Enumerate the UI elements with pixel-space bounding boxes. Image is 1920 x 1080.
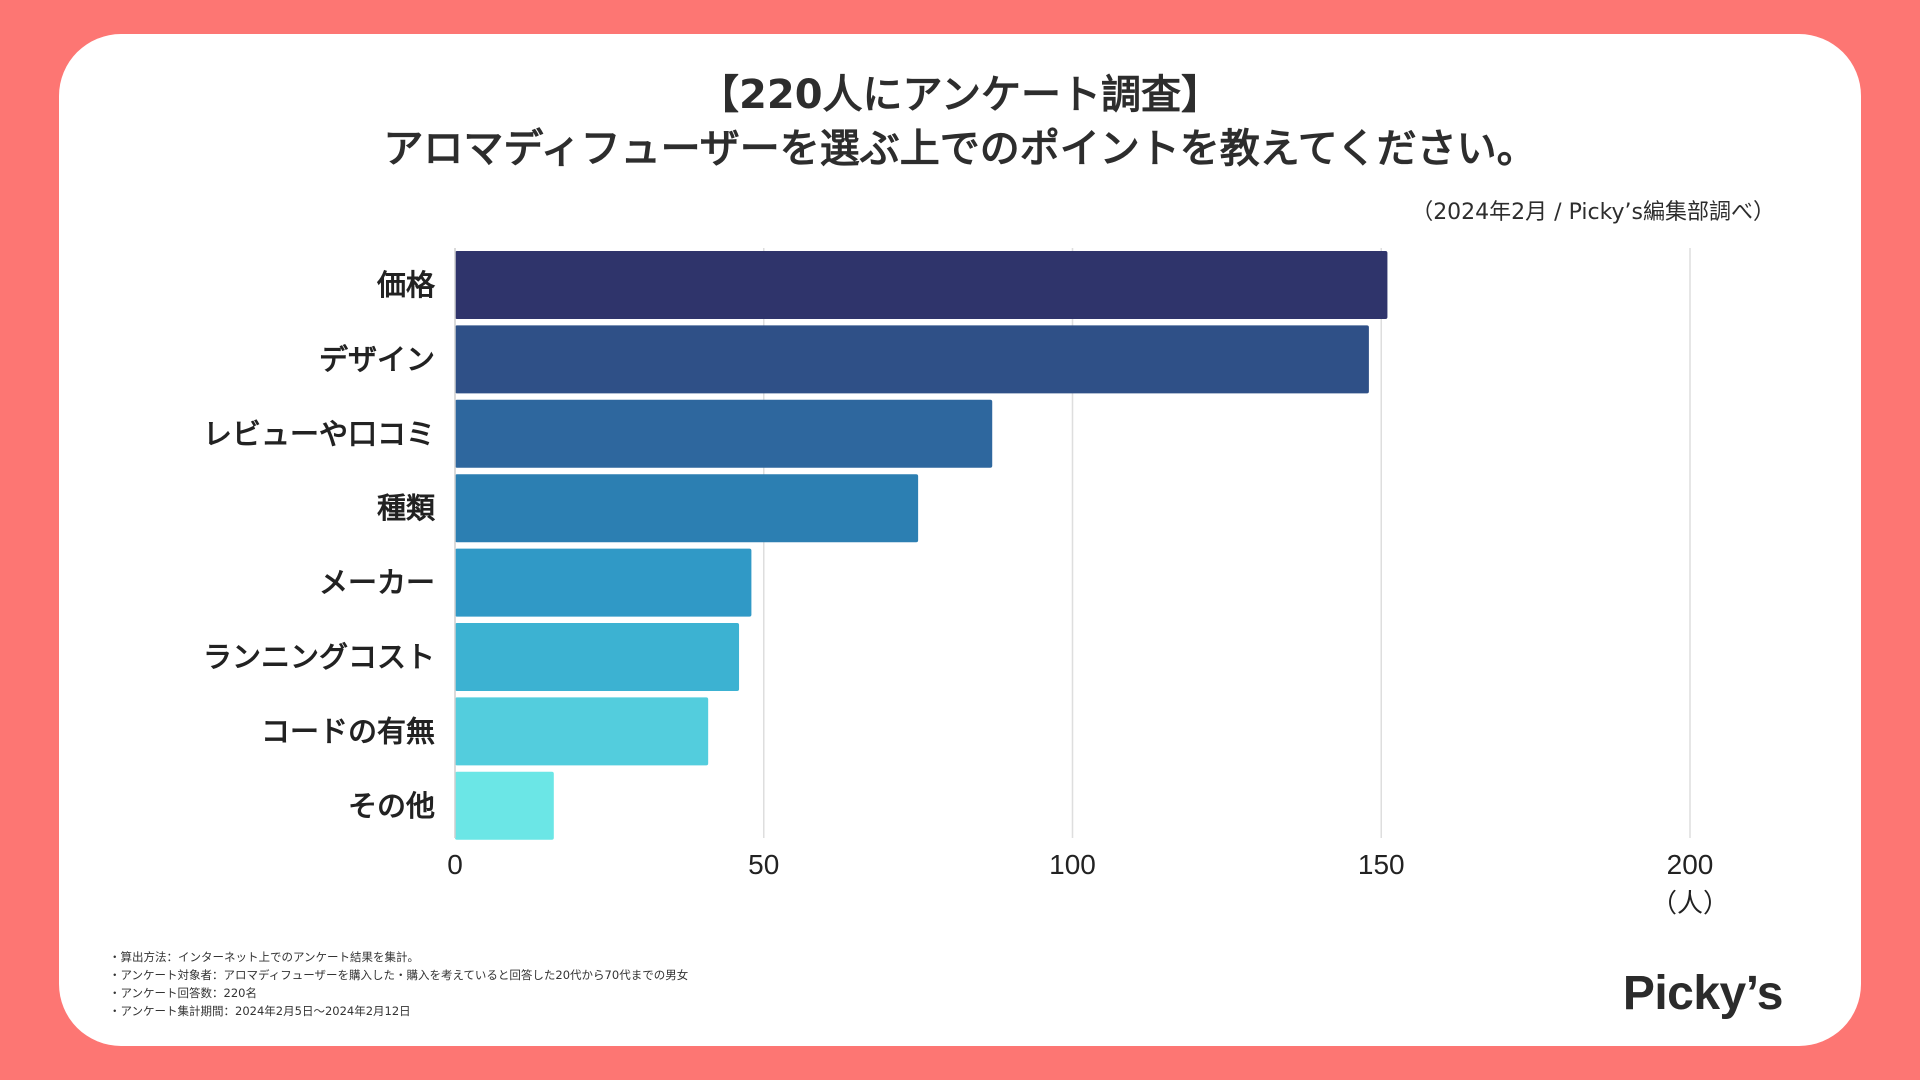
note-target: ・アンケート対象者：アロマディフューザーを購入した・購入を考えていると回答した2… (109, 968, 689, 982)
note-responses: ・アンケート回答数：220名 (109, 986, 257, 1000)
survey-notes: ・算出方法：インターネット上でのアンケート結果を集計。 ・アンケート対象者：アロ… (109, 948, 688, 1020)
category-label-3: 種類 (377, 491, 436, 525)
category-label-0: 価格 (376, 268, 436, 302)
bar-3 (455, 474, 919, 543)
note-method: ・算出方法：インターネット上でのアンケート結果を集計。 (109, 950, 420, 964)
bar-5 (455, 623, 740, 691)
bar-4 (455, 548, 752, 617)
title-line-2: アロマディフューザーを選ぶ上でのポイントを教えてください。 (383, 126, 1537, 172)
category-label-4: メーカー (319, 566, 435, 600)
x-tick-label-150: 150 (1358, 849, 1405, 880)
bar-0 (455, 251, 1388, 319)
x-tick-label-0: 0 (447, 849, 463, 880)
title-line-1: 【220人にアンケート調査】 (699, 72, 1221, 118)
bar-2 (455, 399, 993, 468)
category-label-1: デザイン (319, 342, 435, 376)
x-tick-label-200: 200 (1667, 849, 1714, 880)
category-label-2: レビューや口コミ (203, 417, 435, 451)
x-tick-label-50: 50 (748, 849, 779, 880)
brand-logo: Picky’s (1622, 967, 1784, 1020)
x-tick-label-100: 100 (1049, 849, 1096, 880)
x-axis-unit-label: （人） (1651, 889, 1729, 919)
source-note: （2024年2月 / Picky’s編集部調べ） (1411, 200, 1775, 225)
category-label-7: その他 (348, 789, 435, 823)
bar-7 (455, 771, 554, 840)
card: 【220人にアンケート調査】 アロマディフューザーを選ぶ上でのポイントを教えてく… (59, 34, 1861, 1046)
category-label-6: コードの有無 (261, 714, 435, 748)
bar-6 (455, 697, 709, 766)
note-period: ・アンケート集計期間：2024年2月5日〜2024年2月12日 (109, 1004, 411, 1018)
category-label-5: ランニングコスト (203, 640, 435, 674)
bar-1 (455, 325, 1369, 394)
